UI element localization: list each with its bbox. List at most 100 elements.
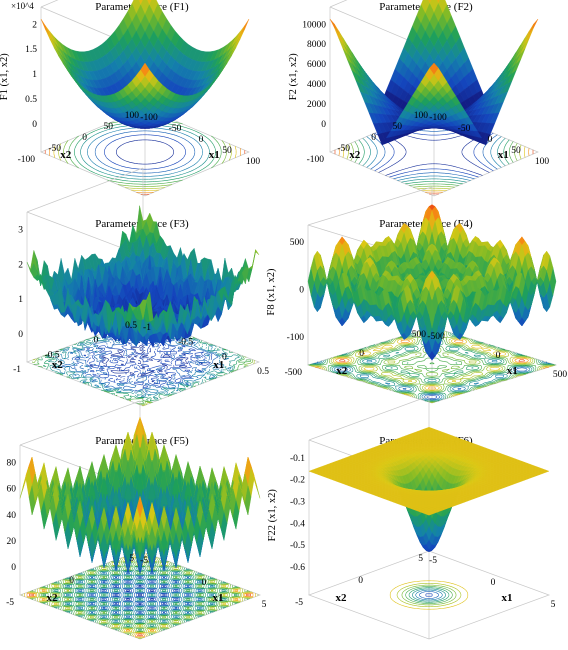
x-tick-label: -50 (458, 124, 471, 134)
y-axis-label: x2 (60, 149, 72, 161)
x-tick-label: 0 (496, 351, 501, 361)
plot-p2: Parameter space (F2)02000400060008000100… (288, 0, 549, 197)
x-tick-label: 100 (535, 157, 550, 167)
x-axis: -100 -50 0 50 100 x1 (140, 113, 260, 167)
z-tick-label: -0.5 (290, 541, 305, 551)
z-axis: -0.6 -0.5 -0.4 -0.3 -0.2 -0.1 F22 (x1, x2) (267, 454, 305, 573)
y-tick-label: 100 (414, 111, 429, 121)
x-axis: -500 0 500 x1 (427, 332, 567, 380)
top-edge-a (26, 167, 144, 213)
x-tick-label: 500 (553, 370, 568, 380)
x-axis-label: x1 (498, 149, 509, 161)
z-tick-label: 10000 (302, 20, 326, 30)
z-axis: 0123F7 (x1, x2) (18, 226, 23, 341)
panel-f6: Parameter space (F6)-0.6-0.5-0.4-0.3-0.2… (267, 395, 568, 650)
surface-mesh (19, 416, 261, 574)
x-tick-label: -50 (169, 124, 182, 134)
surface-mesh (308, 426, 550, 553)
x-tick-label: 50 (511, 146, 521, 156)
plot-p5: Parameter space (F5)020406080F9 (x1, x2)… (6, 400, 267, 640)
z-axis-label: F22 (x1, x2) (267, 489, 278, 542)
top-edge-a (307, 186, 433, 226)
top-edge-a (308, 395, 430, 441)
x-tick-label: 100 (246, 157, 261, 167)
y-tick-label: 0 (69, 576, 74, 586)
y-tick-label: -0.5 (45, 350, 60, 360)
y-tick-label: -5 (6, 598, 14, 608)
y-tick-label: 100 (125, 111, 140, 121)
y-tick-label: -50 (48, 144, 61, 154)
y-tick-label: 50 (104, 122, 114, 132)
y-tick-label: -50 (337, 144, 350, 154)
x-axis-label: x1 (209, 149, 220, 161)
x-tick-label: -500 (427, 332, 445, 342)
z-tick-label: 20 (7, 537, 17, 547)
y-axis: -5 0 5 x2 (6, 554, 134, 608)
z-tick-label: 2 (32, 20, 37, 30)
surface-mesh (329, 0, 539, 146)
y-tick-label: 0 (94, 336, 99, 346)
x-tick-label: 0.5 (257, 367, 269, 377)
panel-f5: Parameter space (F5)020406080F9 (x1, x2)… (0, 400, 284, 650)
contour-layer (21, 551, 259, 639)
x-tick-label: 5 (551, 600, 556, 610)
z-tick-label: 4000 (307, 80, 326, 90)
y-tick-label: -1 (13, 365, 21, 375)
z-multiplier: ×10^4 (11, 1, 34, 11)
z-tick-label: 1 (32, 70, 37, 80)
y-tick-label: -500 (285, 368, 303, 378)
contour-layer (389, 580, 469, 610)
panel-f3: Parameter space (F3)0123F7 (x1, x2)-1-0.… (0, 167, 284, 433)
z-tick-label: -0.1 (290, 454, 305, 464)
x-axis-label: x1 (213, 359, 224, 371)
z-tick-label: 500 (290, 238, 305, 248)
y-tick-label: 0 (359, 349, 364, 359)
z-axis: 0 2000 4000 6000 8000 10000 F2 (x1, x2) (288, 20, 326, 130)
x-tick-label: -100 (429, 113, 447, 123)
z-axis-label: F8 (x1, x2) (266, 268, 277, 315)
x-tick-label: -5 (140, 556, 148, 566)
y-tick-label: 5 (129, 554, 134, 564)
x-tick-label: 0 (202, 578, 207, 588)
x-tick-label: 0 (199, 135, 204, 145)
z-tick-label: 6000 (307, 60, 326, 70)
z-axis: 0 0.5 1 1.5 2 F1 (x1, x2) ×10^4 (0, 1, 37, 130)
surface-mesh (307, 204, 557, 361)
x-axis: -5 0 5 x1 (429, 556, 556, 610)
x-tick-label: -1 (143, 323, 151, 333)
z-axis-label: F1 (x1, x2) (0, 53, 10, 100)
y-axis: -1 -0.5 0 0.5 x2 (13, 321, 137, 375)
y-tick-label: -100 (18, 155, 36, 165)
y-tick-label: 500 (412, 330, 427, 340)
z-tick-label: 0 (18, 330, 23, 340)
z-axis: 020406080F9 (x1, x2) (7, 459, 17, 574)
z-tick-label: -0.2 (290, 476, 305, 486)
x-tick-label: 0 (488, 135, 493, 145)
z-tick-label: 0 (299, 286, 304, 296)
x-axis: -1 -0.5 0 0.5 x1 (143, 323, 269, 377)
y-tick-label: -100 (307, 155, 325, 165)
panel-f2: Parameter space (F2)02000400060008000100… (284, 0, 568, 216)
x-tick-label: 50 (222, 146, 232, 156)
y-axis: -5 0 5 x2 (295, 554, 423, 608)
x-axis-label: x1 (502, 592, 513, 604)
y-tick-label: 5 (418, 554, 423, 564)
surface-plot-f6: Parameter space (F6)-0.6-0.5-0.4-0.3-0.2… (267, 395, 556, 640)
x-tick-label: 5 (262, 600, 267, 610)
surface-plot-f5: Parameter space (F5)020406080F9 (x1, x2)… (6, 400, 267, 640)
z-tick-label: 0.5 (25, 95, 37, 105)
y-tick-label: 0 (358, 576, 363, 586)
x-tick-label: 0 (491, 578, 496, 588)
x-axis: -100 -50 0 50 100 x1 (429, 113, 549, 167)
x-axis: -5 0 5 x1 (140, 556, 267, 610)
y-axis: -100 -50 0 50 100 x2 (307, 111, 429, 165)
z-tick-label: 8000 (307, 40, 326, 50)
z-tick-label: 80 (7, 459, 17, 469)
top-edge-a (19, 400, 141, 446)
y-tick-label: 0 (371, 133, 376, 143)
